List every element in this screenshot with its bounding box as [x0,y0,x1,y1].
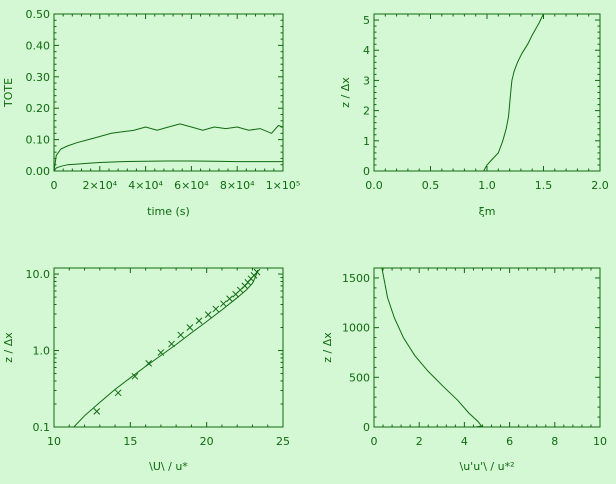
y-tick-label: 0.30 [26,71,51,84]
y-tick-label: 0 [363,165,370,178]
x-tick-label: 1.5 [535,179,553,192]
x-tick-label: 1.0 [478,179,496,192]
y-tick-label: 4 [363,44,370,57]
y-tick-label: 1500 [342,272,370,285]
x-tick-label: 0 [371,435,378,448]
data-marker [114,389,122,397]
x-tick-label: 2.0 [591,179,609,192]
data-marker [220,300,227,308]
panel-xi-m-profile: 0.0 0.5 1.0 1.5 2.0 0 1 2 3 4 5 ξm z / Δx [339,13,609,218]
data-marker [195,317,203,325]
y-tick-label: 1000 [342,322,370,335]
y-tick-label: 500 [349,371,370,384]
x-tick-label: 2 [416,435,423,448]
x-tick-label: 15 [123,435,137,448]
data-marker [93,408,101,415]
x-tick-label: 0 [51,179,58,192]
plot-frame [373,267,601,428]
y-tick-label: 0 [363,421,370,434]
y-axis-label: TOTE [2,78,15,108]
y-tick-label: 0.10 [26,134,51,147]
x-tick-label: 8 [551,435,558,448]
y-axis-label: z / Δx [321,332,334,363]
plot-frame [373,13,601,172]
y-tick-label: 2 [363,105,370,118]
data-marker [157,349,165,356]
plot-frame [53,267,284,428]
y-tick-label: 0.20 [26,102,51,115]
x-tick-label: 8×10⁴ [220,179,255,192]
data-marker [145,359,153,367]
x-tick-label: 1×10⁵ [266,179,301,192]
x-tick-label: 0.5 [422,179,440,192]
x-tick-label: 25 [276,435,290,448]
y-tick-label: 0.50 [26,8,51,21]
x-tick-label: 20 [200,435,214,448]
series-line-1 [483,14,544,171]
x-tick-label: 0.0 [365,179,383,192]
data-marker [204,311,212,318]
y-tick-label: 0.00 [26,165,51,178]
data-marker [212,305,220,313]
x-tick-label: 10 [47,435,61,448]
y-tick-label: 0.40 [26,39,51,52]
x-tick-label: 6×10⁴ [174,179,209,192]
y-tick-label: 3 [363,74,370,87]
data-marker [253,268,261,276]
series-line-1 [73,269,259,427]
panel-mean-velocity-profile: 10 15 20 25 0.1 1.0 10.0 \U\ / u* z / Δx [2,267,290,473]
data-marker [131,372,139,380]
y-tick-label: 10.0 [26,268,51,281]
series-line-1 [380,268,483,427]
x-axis-label: \U\ / u* [149,460,188,473]
x-axis-label: \u'u'\ / u*² [460,460,515,473]
y-tick-label: 5 [363,14,370,27]
data-marker [168,340,175,348]
y-tick-label: 0.1 [33,421,51,434]
plot-frame [53,13,284,172]
panel-velocity-variance-profile: 0 2 4 6 8 10 0 500 1000 1500 \u'u'\ / u*² z / Δx [321,267,607,473]
x-axis-label: time (s) [147,205,190,218]
x-tick-label: 6 [506,435,513,448]
data-marker [226,295,233,303]
x-tick-label: 2×10⁴ [82,179,117,192]
x-tick-label: 4 [461,435,468,448]
data-marker [186,324,194,331]
y-axis-label: z / Δx [2,332,15,363]
data-marker [177,331,185,339]
y-tick-label: 1.0 [33,345,51,358]
x-tick-label: 4×10⁴ [128,179,163,192]
y-axis-label: z / Δx [339,77,352,108]
x-axis-label: ξm [479,205,496,218]
series-line-2 [54,160,283,171]
y-tick-label: 1 [363,135,370,148]
x-tick-label: 10 [593,435,607,448]
series-line-1 [54,123,283,171]
panel-tote-vs-time: 0 2×10⁴ 4×10⁴ 6×10⁴ 8×10⁴ 1×10⁵ 0.00 0.10 0.20 0.… [2,8,300,218]
